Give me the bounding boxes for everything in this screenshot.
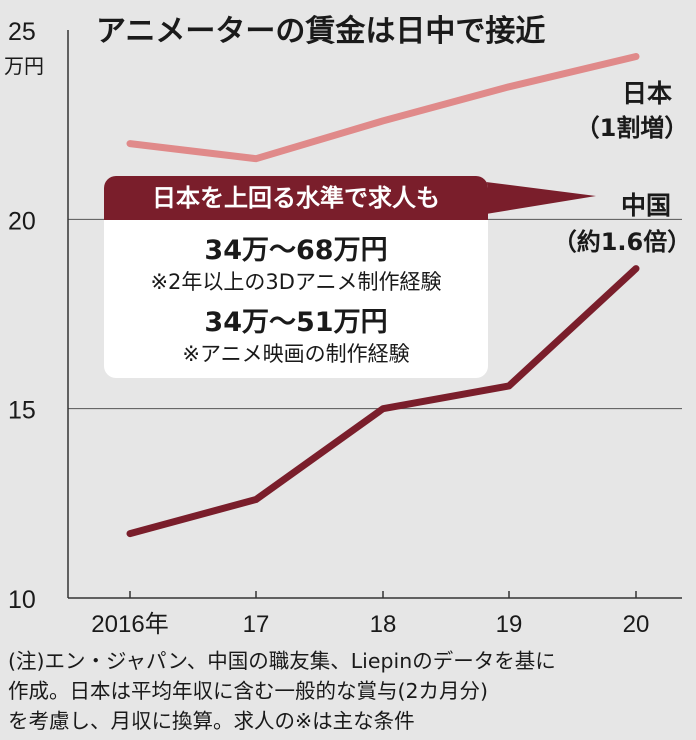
series-note-china: （約1.6倍）	[552, 228, 692, 256]
series-label-china: 中国	[620, 191, 671, 220]
x-tick-label: 17	[243, 611, 270, 638]
x-tick-label: 2016年	[91, 611, 168, 638]
callout-header: 日本を上回る水準で求人も	[104, 176, 488, 220]
y-tick-label: 20	[8, 207, 36, 235]
y-tick-label: 25	[8, 18, 36, 46]
y-tick-label: 10	[8, 586, 36, 614]
line-chart: 10 15 20 25 2016年 17 18 19 20	[8, 18, 682, 638]
callout-condition-1: ※2年以上の3Dアニメ制作経験	[150, 270, 442, 294]
x-tick-label: 19	[496, 611, 523, 638]
callout-salary-range-1: 34万～68万円	[204, 235, 388, 266]
chart-title: アニメーターの賃金は日中で接近	[96, 14, 546, 49]
callout-salary-range-2: 34万～51万円	[204, 307, 388, 338]
job-offer-callout: 日本を上回る水準で求人も 34万～68万円 ※2年以上の3Dアニメ制作経験 34…	[104, 176, 488, 378]
callout-pointer	[486, 182, 596, 214]
y-tick-label: 15	[8, 397, 36, 425]
footnote-line: (注)エン・ジャパン、中国の職友集、Liepinのデータを基に	[8, 649, 556, 673]
y-axis-unit: 万円	[4, 54, 44, 78]
series-label-japan: 日本	[621, 79, 672, 108]
series-note-japan: （1割増）	[575, 114, 689, 142]
x-tick-label: 18	[370, 611, 397, 638]
callout-condition-2: ※アニメ映画の制作経験	[182, 342, 410, 366]
x-tick-label: 20	[623, 611, 650, 638]
footnote: (注)エン・ジャパン、中国の職友集、Liepinのデータを基に 作成。日本は平均…	[8, 646, 692, 736]
footnote-line: を考慮し、月収に換算。求人の※は主な条件	[8, 709, 415, 733]
footnote-line: 作成。日本は平均年収に含む一般的な賞与(2カ月分)	[8, 679, 489, 703]
series-line-china	[126, 265, 640, 538]
series-line-japan	[126, 53, 640, 163]
